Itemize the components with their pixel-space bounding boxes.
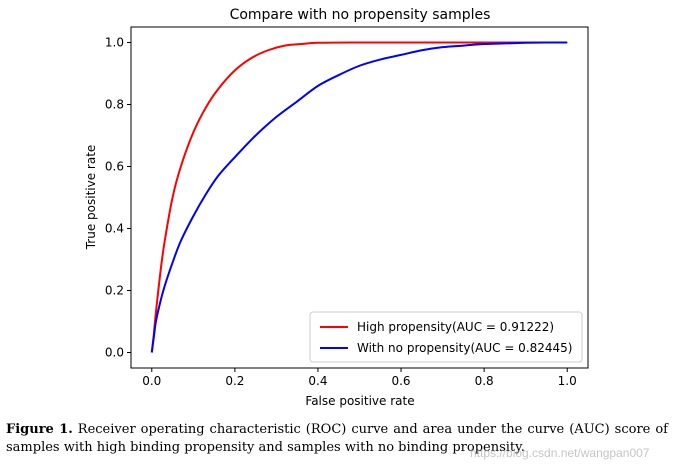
y-tick-label: 0.2 (105, 284, 124, 298)
x-tick-label: 0.4 (308, 374, 327, 388)
watermark: https://blog.csdn.net/wangpan007 (470, 446, 650, 460)
legend-entry: With no propensity(AUC = 0.82445) (357, 341, 573, 355)
y-tick-label: 0.4 (105, 222, 124, 236)
x-tick-label: 1.0 (558, 374, 577, 388)
y-axis-label: True positive rate (84, 145, 98, 251)
figure-caption: Figure 1. Receiver operating characteris… (6, 421, 668, 457)
y-tick-label: 0.0 (105, 346, 124, 360)
chart-title: Compare with no propensity samples (230, 7, 491, 23)
x-axis-label: False positive rate (305, 394, 414, 408)
caption-label: Figure 1. (6, 422, 73, 437)
plot-axes: 0.0 0.2 0.4 0.6 0.8 1.0 0.0 0.2 0.4 0.6 0.8 1.0 (105, 26, 589, 388)
legend-entry: High propensity(AUC = 0.91222) (357, 320, 554, 334)
y-tick-label: 0.6 (105, 160, 124, 174)
y-tick-label: 0.8 (105, 98, 124, 112)
legend-box (309, 311, 583, 363)
caption-text: Receiver operating characteristic (ROC) … (6, 422, 668, 455)
series-layer (150, 41, 568, 353)
plot-frame (130, 26, 589, 369)
roc-chart: Compare with no propensity samples 0.0 0.… (84, 7, 589, 408)
x-tick-label: 0.2 (225, 374, 244, 388)
series-line-no-propensity (150, 41, 568, 353)
x-tick-label: 0.6 (391, 374, 410, 388)
series-line-high-propensity (150, 41, 568, 353)
x-tick-label: 0.8 (475, 374, 494, 388)
x-tick-label: 0.0 (142, 374, 161, 388)
y-tick-label: 1.0 (105, 36, 124, 50)
legend: High propensity(AUC = 0.91222) With no pr… (309, 311, 583, 363)
